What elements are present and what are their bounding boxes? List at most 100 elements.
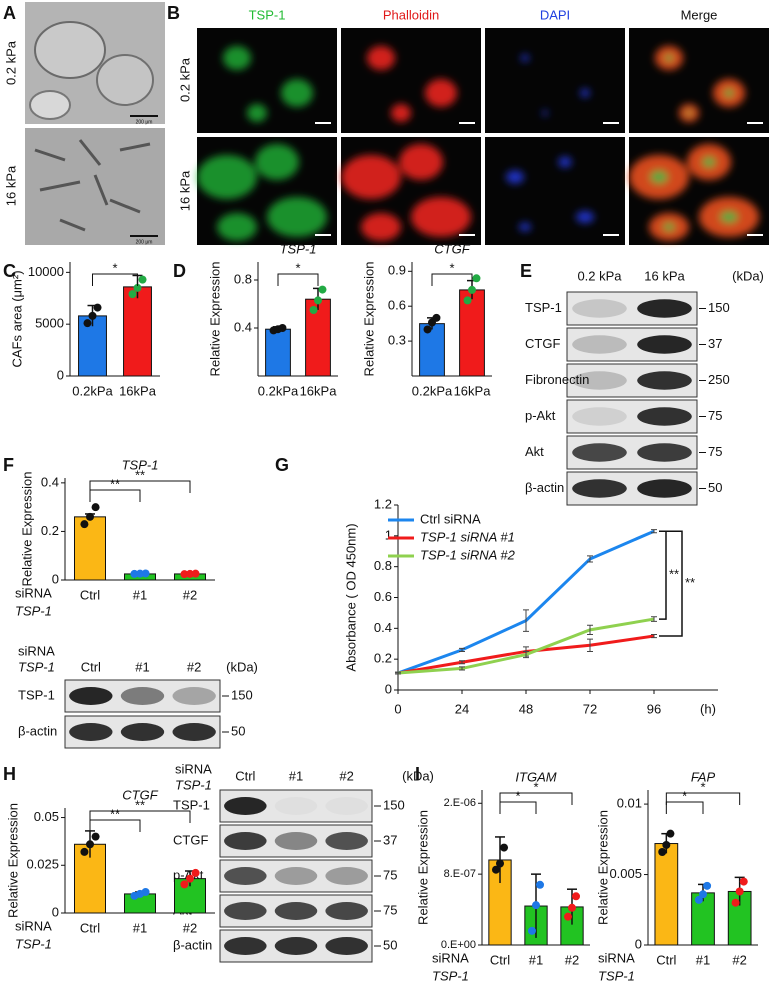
cell — [367, 46, 395, 70]
row-label: 0.2 kPa — [3, 40, 18, 85]
y-tick-label: 5000 — [35, 316, 64, 331]
y-tick-label: 0 — [57, 367, 64, 382]
micrograph — [629, 28, 769, 133]
row-label: Fibronectin — [525, 372, 589, 387]
blot-band — [172, 687, 216, 705]
marker-label: 75 — [708, 408, 722, 423]
column-header: Phalloidin — [383, 7, 439, 22]
row-label: 16 kPa — [177, 170, 192, 211]
blot-band — [224, 902, 267, 920]
nucleus — [663, 222, 675, 232]
blot-band — [274, 867, 318, 885]
panel-label: D — [173, 261, 186, 281]
cell — [281, 79, 313, 107]
x-tick-label: 24 — [455, 701, 469, 716]
y-axis-label: Relative Expression — [595, 810, 610, 925]
significance-label: ** — [110, 806, 120, 821]
significance-bracket — [431, 273, 473, 286]
error-bar — [523, 650, 529, 659]
significance-label: * — [533, 779, 538, 794]
lane-label: #1 — [289, 768, 303, 783]
y-tick-label: 1 — [385, 527, 392, 542]
y-axis-label: Relative Expression — [19, 472, 34, 587]
data-point — [432, 313, 441, 322]
blot-band — [224, 937, 267, 955]
data-point — [80, 520, 89, 529]
x-tick-label: Ctrl — [80, 920, 100, 935]
blot-band — [637, 371, 692, 390]
marker-label: 50 — [231, 723, 245, 738]
y-tick-label: 0.005 — [609, 866, 642, 881]
x-tick-label: Ctrl — [80, 587, 100, 602]
significance-label: ** — [110, 476, 120, 491]
row-label: p-Akt — [525, 408, 556, 423]
significance-label: * — [682, 788, 687, 803]
cell — [519, 222, 531, 232]
error-bar — [459, 666, 465, 671]
blot-band — [224, 867, 267, 885]
blot-band — [224, 832, 267, 850]
significance-label: ** — [685, 575, 695, 590]
y-tick-label: 0.6 — [388, 298, 406, 313]
scale-bar-label: 200 μm — [136, 119, 153, 125]
marker-label: 50 — [708, 480, 722, 495]
data-point — [472, 274, 481, 283]
bar — [654, 843, 679, 946]
significance-bracket — [89, 480, 191, 493]
cell — [391, 104, 411, 122]
data-point — [563, 912, 572, 921]
data-point — [496, 859, 504, 868]
y-axis-label: Relative Expression — [361, 262, 376, 377]
blot-header: siRNA — [18, 643, 55, 658]
cell — [411, 197, 471, 237]
significance-bracket — [665, 792, 741, 805]
blot-header: TSP-1 — [18, 659, 55, 674]
error-bar — [587, 555, 593, 563]
y-axis-label: Absorbance ( OD 450nm) — [343, 523, 358, 671]
y-tick-label: 0.8 — [234, 271, 252, 286]
micrograph — [341, 28, 481, 133]
data-point — [568, 903, 576, 912]
column-header: TSP-1 — [249, 7, 286, 22]
significance-bracket — [277, 273, 319, 286]
y-tick-label: 0.4 — [374, 620, 392, 635]
marker-label: 50 — [383, 937, 397, 952]
lane-label: #2 — [187, 659, 201, 674]
y-tick-label: 8.E-07 — [444, 868, 476, 880]
data-point — [314, 296, 322, 305]
bar — [419, 323, 445, 377]
y-tick-label: 0 — [52, 904, 59, 919]
row-label: β-actin — [18, 723, 57, 738]
x-axis-label: TSP-1 — [15, 936, 52, 951]
x-tick-label: 0 — [394, 701, 401, 716]
cell-cluster — [96, 54, 154, 106]
blot-band — [274, 902, 318, 920]
blot-band — [572, 371, 627, 390]
cell — [255, 144, 299, 180]
x-tick-label: #1 — [133, 587, 147, 602]
y-axis-label: CAFs area (μm²) — [9, 270, 24, 367]
cell — [247, 104, 267, 122]
significance-label: * — [295, 260, 300, 275]
cell-shapes — [34, 139, 151, 232]
data-point — [128, 290, 137, 299]
data-point — [703, 881, 712, 890]
bar — [459, 289, 485, 377]
significance-bracket — [92, 273, 138, 286]
significance-label: * — [112, 260, 117, 275]
cell — [361, 213, 401, 241]
significance-label: * — [449, 260, 454, 275]
blot-band — [572, 443, 627, 462]
column-header: DAPI — [540, 7, 570, 22]
x-axis-label: siRNA — [15, 585, 52, 600]
y-tick-label: 0.9 — [388, 263, 406, 278]
data-point — [468, 285, 476, 294]
error-bar — [523, 609, 529, 632]
row-label: Akt — [525, 444, 544, 459]
blot-band — [274, 832, 318, 850]
significance-bracket — [89, 819, 141, 832]
data-point — [91, 503, 100, 512]
data-point — [141, 569, 150, 578]
error-bar — [459, 647, 465, 652]
data-point — [572, 892, 581, 901]
